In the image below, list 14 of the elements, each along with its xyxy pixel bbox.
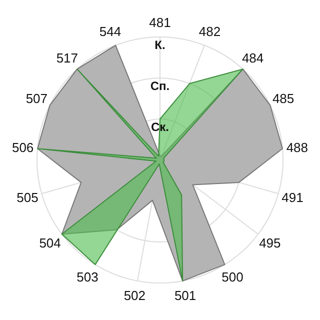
spoke-label: 491: [282, 190, 304, 206]
spoke-label: 502: [124, 288, 146, 303]
spoke-label: 485: [272, 91, 294, 106]
spoke-label: 482: [198, 24, 221, 40]
spoke-label: 481: [149, 14, 171, 30]
spoke-label: 495: [259, 236, 281, 251]
y-tick-label: К.: [154, 38, 166, 52]
spoke-label: 506: [12, 140, 34, 155]
spoke-label: 484: [242, 50, 264, 66]
spoke-label: 544: [99, 24, 122, 40]
spoke-label: 501: [174, 288, 196, 303]
spoke-label: 488: [286, 140, 308, 155]
spoke-label: 505: [16, 190, 38, 206]
spoke-label: 517: [56, 50, 78, 66]
